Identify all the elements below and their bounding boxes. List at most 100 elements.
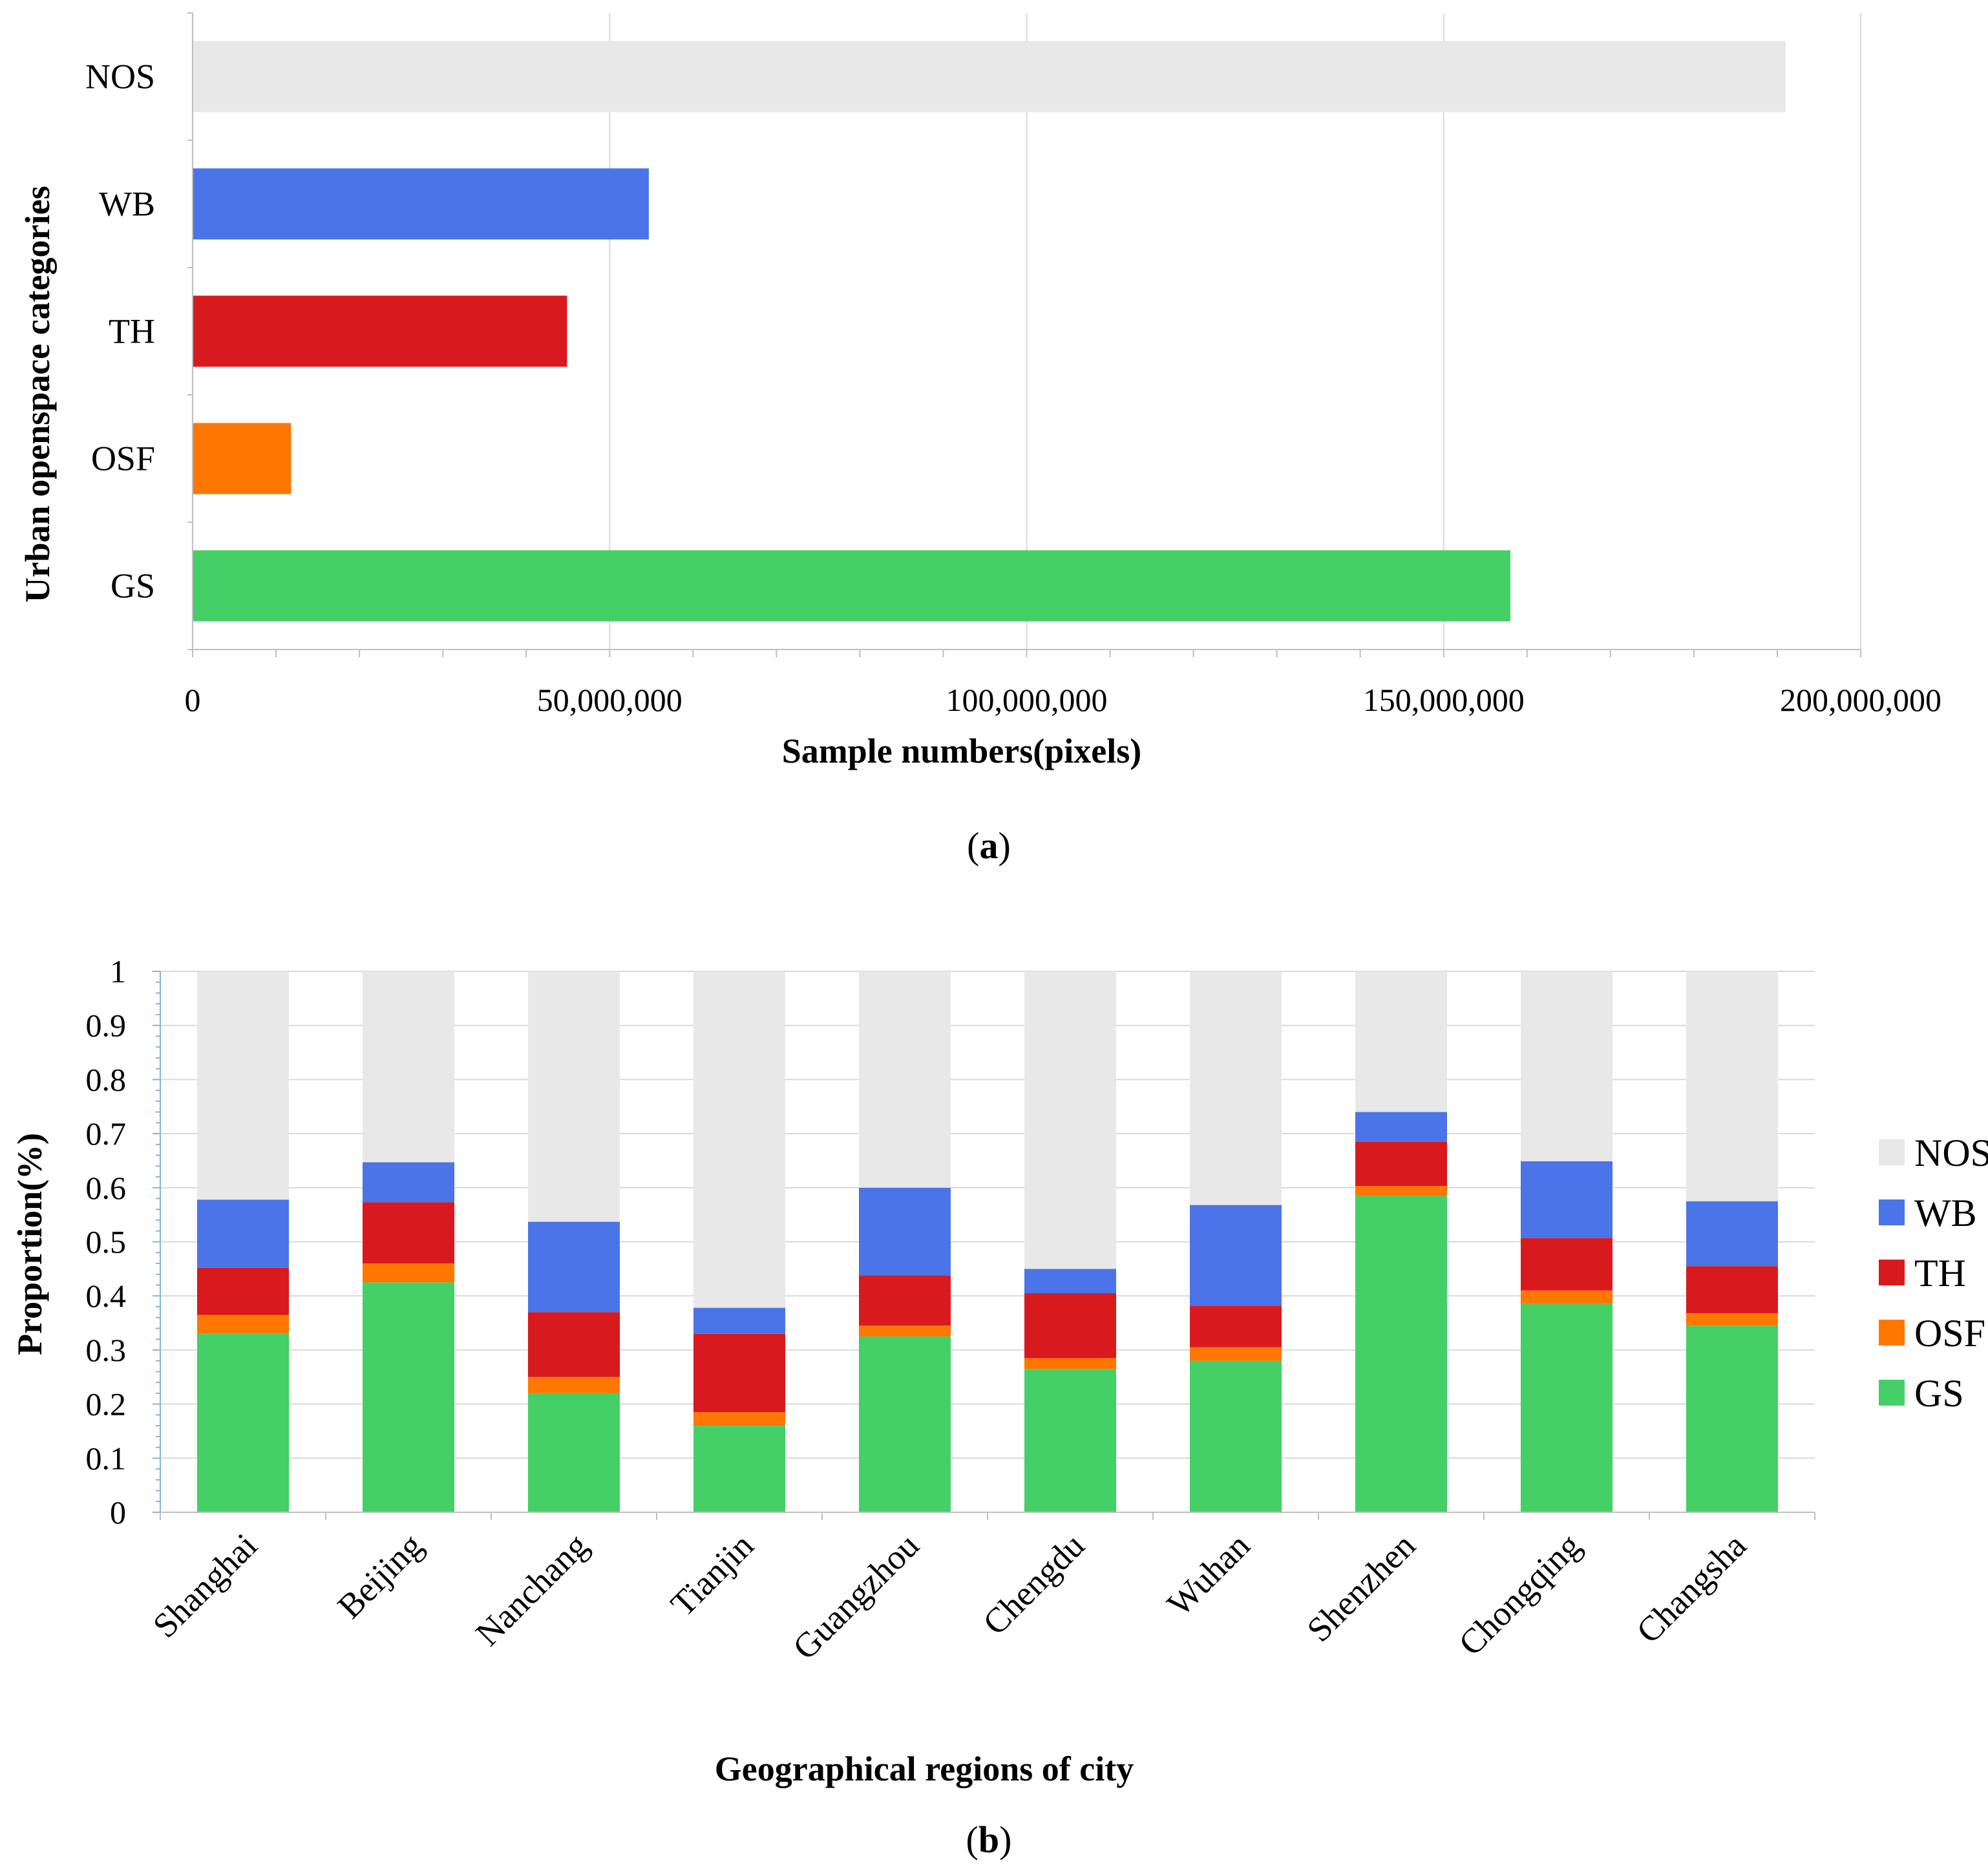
chart-b-bar-beijing-gs [363,1282,454,1512]
chart-b-bar-nanchang-th [528,1312,620,1377]
chart-b-bar-wuhan-gs [1190,1360,1282,1512]
legend-label-wb: WB [1914,1192,1977,1234]
chart-b-bar-chengdu-th [1024,1293,1116,1358]
chart-b-category-label: Tianjin [663,1526,761,1623]
legend-label-nos: NOS [1914,1132,1988,1174]
chart-b-bar-wuhan-wb [1190,1205,1282,1306]
chart-b-bar-nanchang-osf [528,1377,620,1393]
chart-a-bar-wb [193,168,649,240]
chart-b-category-label: Chongqing [1451,1526,1588,1663]
chart-b-category-label: Chengdu [975,1526,1092,1642]
chart-a-x-tick-labels: 0 50,000,000 100,000,000 150,000,000 200,000… [185,682,1942,718]
chart-b-bar-guangzhou-osf [859,1325,951,1336]
chart-b-y-tick-label: 0.3 [86,1332,127,1368]
panel-label-a: (a) [967,825,1011,867]
chart-b-bar-changsha-th [1686,1266,1778,1313]
chart-b-bar-chengdu-gs [1024,1369,1116,1512]
chart-b-bar-guangzhou-gs [859,1336,951,1512]
chart-b-bar-guangzhou-wb [859,1187,951,1276]
chart-b-bar-tianjin-nos [693,971,785,1308]
chart-b-bar-tianjin-th [693,1333,785,1413]
chart-a-category-label: NOS [85,58,155,96]
chart-a-bar-osf [193,423,291,494]
legend-swatch-wb [1879,1199,1905,1225]
chart-b-y-tick-label: 0.6 [86,1170,127,1206]
chart-a-x-axis-title: Sample numbers(pixels) [782,732,1142,770]
chart-a-x-tick-label: 150,000,000 [1363,682,1525,718]
chart-a-category-label: WB [99,185,155,224]
chart-b-bar-shenzhen-th [1355,1141,1447,1187]
legend-label-th: TH [1914,1252,1966,1294]
chart-b-y-axis-title: Proportion(%) [10,1133,49,1355]
chart-b-bar-chengdu-wb [1024,1269,1116,1294]
chart-a-category-label: OSF [91,439,155,478]
chart-b-bar-shenzhen-osf [1355,1186,1447,1196]
chart-b-bar-shanghai-th [197,1267,289,1315]
chart-b-bar-chongqing-th [1521,1238,1613,1291]
chart-b-bar-guangzhou-th [859,1275,951,1326]
chart-panel-a: 0 50,000,000 100,000,000 150,000,000 200,000… [18,12,1942,867]
chart-b-y-tick-label: 0.9 [86,1008,127,1044]
chart-a-x-tick-label: 50,000,000 [537,682,682,718]
chart-b-bar-nanchang-nos [528,971,620,1222]
chart-b-y-tick-labels: 0 0.1 0.2 0.3 0.4 0.5 0.6 0.7 0.8 0.9 1 [86,953,127,1530]
chart-b-y-tick-label: 0.7 [86,1115,127,1152]
chart-b-bar-chongqing-osf [1521,1290,1613,1304]
legend-label-osf: OSF [1914,1312,1985,1355]
chart-a-bar-th [193,295,567,367]
chart-b-bar-tianjin-wb [693,1307,785,1334]
chart-b-x-ticks [160,1512,1815,1520]
chart-b-bar-shenzhen-gs [1355,1196,1447,1512]
chart-b-bar-changsha-wb [1686,1201,1778,1267]
chart-a-x-tick-label: 200,000,000 [1780,682,1941,718]
chart-b-bar-tianjin-gs [693,1426,785,1512]
chart-b-bar-chengdu-nos [1024,971,1116,1269]
chart-b-bar-shenzhen-wb [1355,1112,1447,1142]
chart-b-category-label: Nanchang [468,1526,595,1653]
chart-b-bar-nanchang-gs [528,1393,620,1512]
chart-a-category-labels: NOS WB TH OSF GS [85,58,155,606]
chart-b-y-tick-label: 0 [110,1494,126,1530]
chart-b-legend: NOS WB TH OSF GS [1879,1132,1988,1415]
chart-b-stacked-bars [197,971,1778,1512]
chart-b-bar-wuhan-nos [1190,971,1282,1205]
legend-label-gs: GS [1914,1372,1964,1415]
chart-b-y-tick-label: 1 [110,953,126,989]
legend-swatch-nos [1879,1139,1905,1165]
chart-b-category-label: Shenzhen [1300,1526,1423,1649]
chart-b-y-tick-label: 0.8 [86,1061,127,1097]
chart-b-bar-shanghai-wb [197,1199,289,1268]
legend-swatch-gs [1879,1380,1905,1406]
chart-b-y-tick-label: 0.2 [86,1386,127,1422]
chart-b-bar-tianjin-osf [693,1412,785,1426]
chart-a-x-tick-label: 0 [185,682,201,718]
chart-a-category-label: TH [109,312,155,351]
chart-b-y-tick-label: 0.1 [86,1440,127,1476]
chart-a-bar-nos [193,41,1786,112]
chart-a-x-ticks [192,649,1861,657]
chart-b-bar-beijing-th [363,1202,454,1263]
chart-b-bar-chongqing-wb [1521,1161,1613,1238]
chart-a-gridlines [609,13,1861,649]
chart-b-bar-changsha-osf [1686,1313,1778,1326]
chart-b-bar-beijing-nos [363,971,454,1163]
chart-panel-b: 0 0.1 0.2 0.3 0.4 0.5 0.6 0.7 0.8 0.9 1 Shanghai Be… [10,953,1988,1861]
chart-b-y-ticks [153,971,160,1513]
chart-b-bar-beijing-osf [363,1263,454,1283]
chart-b-category-label: Changsha [1629,1526,1753,1651]
chart-b-category-labels: Shanghai Beijing Nanchang Tianjin Guangzhou C… [145,1526,1754,1667]
chart-b-bar-shanghai-osf [197,1315,289,1334]
panel-label-b: (b) [966,1819,1012,1861]
chart-b-bar-beijing-wb [363,1162,454,1203]
legend-swatch-osf [1879,1320,1905,1346]
chart-b-x-axis-title: Geographical regions of city [715,1749,1134,1788]
chart-b-bar-nanchang-wb [528,1221,620,1313]
chart-b-bar-chongqing-nos [1521,971,1613,1161]
chart-b-category-label: Beijing [330,1526,430,1626]
legend-swatch-th [1879,1260,1905,1285]
chart-a-category-label: GS [111,567,155,606]
chart-b-bar-wuhan-osf [1190,1347,1282,1361]
chart-a-bars [193,41,1786,622]
chart-a-bar-gs [193,550,1510,622]
